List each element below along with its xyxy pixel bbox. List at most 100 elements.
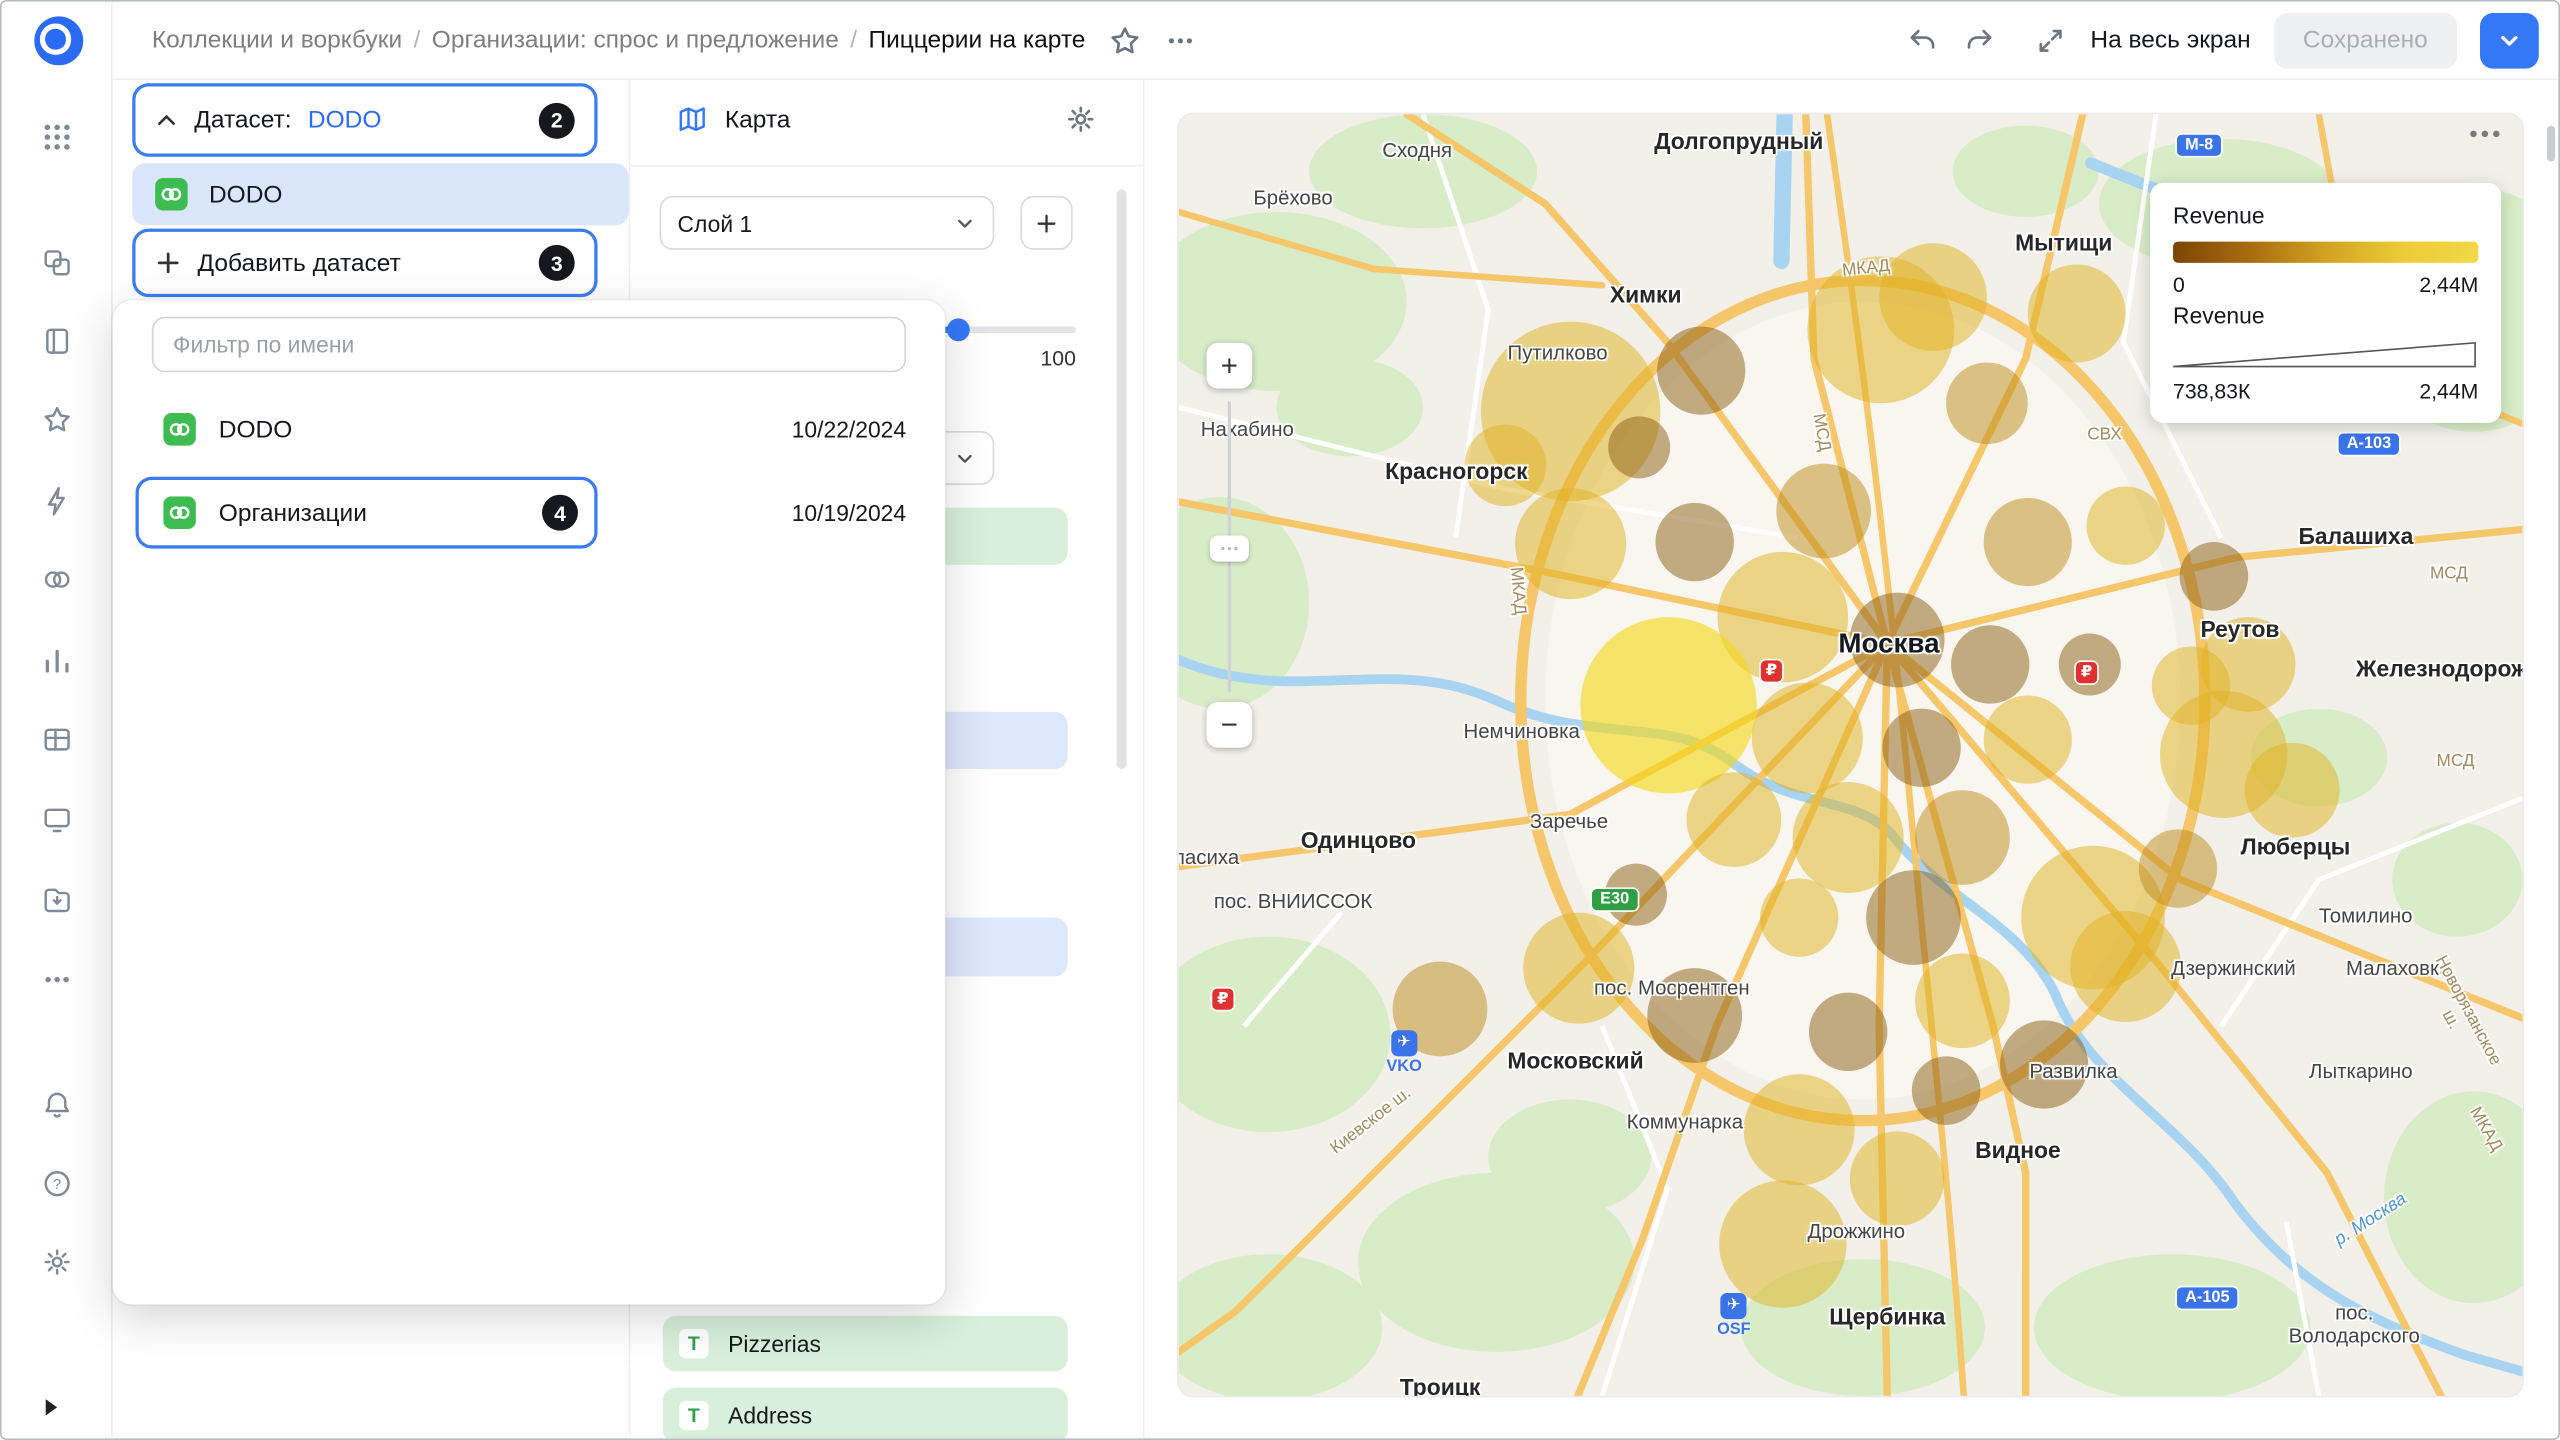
annotation-badge-3: 3 bbox=[539, 245, 575, 281]
help-icon[interactable]: ? bbox=[28, 1154, 87, 1213]
breadcrumb-item[interactable]: Коллекции и воркбуки bbox=[152, 26, 402, 54]
annotation-badge-4: 4 bbox=[542, 495, 578, 531]
toll-marker-icon: ₽ bbox=[2074, 660, 2098, 684]
saved-button: Сохранено bbox=[2274, 12, 2458, 68]
chevron-down-icon bbox=[953, 447, 976, 470]
slider-handle[interactable] bbox=[947, 318, 970, 341]
breadcrumb-item: Пиццерии на карте bbox=[868, 26, 1085, 54]
entry-more-icon[interactable] bbox=[1164, 24, 1197, 57]
dataset-option-label: DODO bbox=[219, 416, 292, 444]
fullscreen-label[interactable]: На весь экран bbox=[2090, 26, 2250, 54]
save-dropdown-button[interactable] bbox=[2480, 12, 2539, 68]
dataset-filter-input[interactable] bbox=[152, 317, 906, 373]
dataset-option[interactable]: DODO10/22/2024 bbox=[113, 392, 946, 467]
add-dataset-button[interactable]: Добавить датасет 3 bbox=[132, 229, 597, 298]
toll-marker-icon: ₽ bbox=[1211, 987, 1235, 1011]
breadcrumb-item[interactable]: Организации: спрос и предложение bbox=[432, 26, 839, 54]
dataset-option[interactable]: Организации410/19/2024 bbox=[113, 467, 946, 558]
dashboards-icon[interactable] bbox=[28, 790, 87, 849]
more-icon[interactable] bbox=[28, 950, 87, 1009]
zoom-in-button[interactable]: + bbox=[1207, 343, 1253, 389]
layer-select-value: Слой 1 bbox=[678, 210, 753, 236]
legend-color-title: Revenue bbox=[2173, 202, 2478, 228]
string-type-icon: T bbox=[679, 1329, 708, 1358]
settings-gear-icon[interactable] bbox=[28, 1233, 87, 1292]
field-label: Pizzerias bbox=[728, 1331, 821, 1357]
apps-grid-icon[interactable] bbox=[28, 108, 87, 167]
notifications-bell-icon[interactable] bbox=[28, 1076, 87, 1135]
dataset-option-date: 10/19/2024 bbox=[792, 500, 906, 526]
quick-actions-bolt-icon[interactable] bbox=[28, 472, 87, 531]
road-badge: А-103 bbox=[2337, 432, 2401, 456]
map-more-icon[interactable] bbox=[2470, 131, 2499, 138]
tooltip-field-pizzerias[interactable]: T Pizzerias bbox=[663, 1316, 1068, 1372]
map-legend: Revenue 0 2,44M Revenue 738,83К 2,44M bbox=[2150, 183, 2501, 423]
airplane-icon: ✈ bbox=[1391, 1030, 1417, 1056]
zoom-slider-handle[interactable] bbox=[1210, 536, 1249, 562]
airport-code: VKO bbox=[1386, 1058, 1421, 1076]
breadcrumb-separator: / bbox=[850, 26, 857, 54]
add-dataset-label: Добавить датасет bbox=[198, 249, 401, 277]
expand-rail-icon[interactable] bbox=[41, 1396, 61, 1425]
legend-size-title: Revenue bbox=[2173, 302, 2478, 328]
legend-size-max: 2,44M bbox=[2419, 379, 2478, 403]
redo-icon[interactable] bbox=[1963, 24, 1996, 57]
dataset-dropdown-list: DODO10/22/2024Организации410/19/2024 bbox=[113, 392, 946, 559]
favorite-star-icon[interactable] bbox=[1108, 24, 1141, 57]
field-label: Address bbox=[728, 1402, 812, 1428]
airport-code: OSF bbox=[1717, 1321, 1751, 1339]
tooltip-field-address[interactable]: T Address bbox=[663, 1388, 1068, 1440]
dataset-icon bbox=[163, 413, 196, 446]
layer-select[interactable]: Слой 1 bbox=[660, 196, 995, 250]
dataset-selected-row[interactable]: DODO bbox=[132, 163, 628, 225]
map-canvas[interactable]: СходняДолгопрудныйБрёховоМытищиХимкиПути… bbox=[1177, 113, 2524, 1398]
dataset-header-label: Датасет: bbox=[194, 106, 291, 134]
divider bbox=[630, 165, 1143, 167]
road-badge: E30 bbox=[1590, 887, 1639, 911]
charts-icon[interactable] bbox=[28, 630, 87, 689]
annotation-badge-2: 2 bbox=[539, 102, 575, 138]
chart-type-label[interactable]: Карта bbox=[725, 105, 791, 133]
add-layer-button[interactable] bbox=[1020, 196, 1072, 250]
map-chart-type-icon bbox=[676, 103, 709, 136]
favorites-star-icon[interactable] bbox=[28, 390, 87, 449]
workbooks-icon[interactable] bbox=[28, 312, 87, 371]
svg-text:?: ? bbox=[53, 1177, 61, 1193]
left-rail: ? bbox=[2, 2, 113, 1439]
dataset-dropdown: DODO10/22/2024Организации410/19/2024 bbox=[113, 300, 946, 1304]
panel-scrollbar[interactable] bbox=[1117, 189, 1127, 769]
road-badge: М-8 bbox=[2175, 133, 2223, 157]
chart-settings-gear-icon[interactable] bbox=[1064, 103, 1097, 136]
app-window: ? Коллекции и воркбуки / Организации: спро… bbox=[0, 0, 2560, 1440]
airport-marker: ✈OSF bbox=[1717, 1293, 1751, 1339]
plus-icon bbox=[1035, 211, 1058, 234]
datasets-icon[interactable] bbox=[28, 550, 87, 609]
dataset-icon bbox=[155, 178, 188, 211]
chevron-down-icon bbox=[2496, 27, 2522, 53]
breadcrumb-separator: / bbox=[414, 26, 421, 54]
plus-icon bbox=[155, 250, 181, 276]
dataset-option-inner: DODO bbox=[113, 413, 293, 446]
datalens-logo-icon[interactable] bbox=[33, 15, 85, 67]
legend-gradient bbox=[2173, 242, 2478, 263]
dataset-collapse-header[interactable]: Датасет: DODO 2 bbox=[132, 83, 597, 156]
legend-color-max: 2,44M bbox=[2419, 273, 2478, 297]
fullscreen-icon[interactable] bbox=[2035, 24, 2068, 57]
top-bar: Коллекции и воркбуки / Организации: спрос … bbox=[113, 2, 2559, 80]
dataset-header-value: DODO bbox=[308, 106, 381, 134]
chevron-down-icon bbox=[953, 211, 976, 234]
toll-marker-icon: ₽ bbox=[1759, 659, 1783, 683]
legend-size-min: 738,83К bbox=[2173, 379, 2250, 403]
dataset-selected-label: DODO bbox=[209, 180, 282, 208]
zoom-out-button[interactable]: − bbox=[1207, 702, 1253, 748]
tables-icon[interactable] bbox=[28, 710, 87, 769]
string-type-icon: T bbox=[679, 1401, 708, 1430]
storage-folder-icon[interactable] bbox=[28, 870, 87, 929]
page-scrollbar[interactable] bbox=[2547, 126, 2555, 162]
legend-color-min: 0 bbox=[2173, 273, 2185, 297]
undo-icon[interactable] bbox=[1908, 24, 1941, 57]
collections-icon[interactable] bbox=[28, 233, 87, 292]
dataset-icon bbox=[163, 496, 196, 529]
chevron-up-icon bbox=[155, 109, 178, 132]
airport-marker: ✈ VKO bbox=[1386, 1030, 1421, 1076]
